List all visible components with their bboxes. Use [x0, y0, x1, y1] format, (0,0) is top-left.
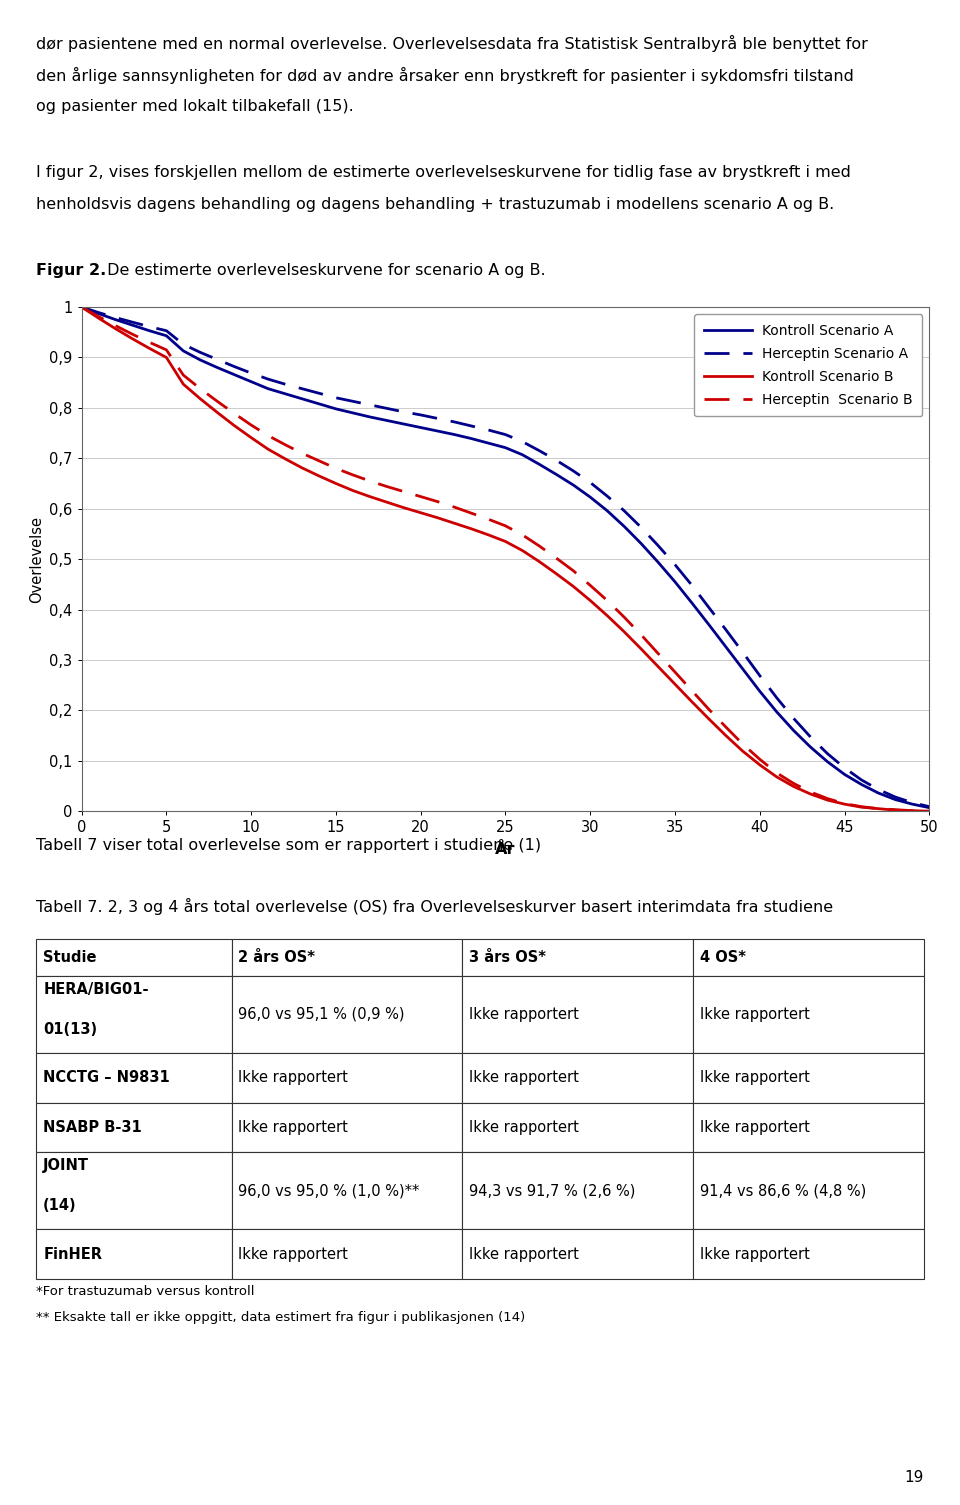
Text: 2 års OS*: 2 års OS* — [238, 950, 315, 965]
Text: I figur 2, vises forskjellen mellom de estimerte overlevelseskurvene for tidlig : I figur 2, vises forskjellen mellom de e… — [36, 164, 852, 179]
Bar — [36, 939, 231, 975]
Text: Tabell 7. 2, 3 og 4 års total overlevelse (OS) fra Overlevelseskurver basert int: Tabell 7. 2, 3 og 4 års total overlevels… — [36, 897, 833, 915]
Bar — [36, 975, 231, 1054]
Bar — [463, 1153, 693, 1230]
Text: Ikke rapportert: Ikke rapportert — [700, 1120, 809, 1135]
Text: 4 OS*: 4 OS* — [700, 950, 746, 965]
Bar — [693, 1230, 924, 1279]
Bar — [693, 1103, 924, 1153]
Text: og pasienter med lokalt tilbakefall (15).: og pasienter med lokalt tilbakefall (15)… — [36, 99, 354, 114]
Text: (14): (14) — [43, 1198, 77, 1213]
Legend: Kontroll Scenario A, Herceptin Scenario A, Kontroll Scenario B, Herceptin  Scena: Kontroll Scenario A, Herceptin Scenario … — [694, 315, 923, 417]
Text: Ikke rapportert: Ikke rapportert — [700, 1007, 809, 1022]
Bar — [693, 939, 924, 975]
Text: NCCTG – N9831: NCCTG – N9831 — [43, 1070, 170, 1085]
Text: NSABP B-31: NSABP B-31 — [43, 1120, 142, 1135]
Bar — [463, 1103, 693, 1153]
Text: 91,4 vs 86,6 % (4,8 %): 91,4 vs 86,6 % (4,8 %) — [700, 1183, 866, 1198]
Text: Ikke rapportert: Ikke rapportert — [238, 1120, 348, 1135]
Bar — [36, 1054, 231, 1103]
Text: 19: 19 — [904, 1470, 924, 1485]
Text: Ikke rapportert: Ikke rapportert — [469, 1070, 579, 1085]
Text: Tabell 7 viser total overlevelse som er rapportert i studiene (1): Tabell 7 viser total overlevelse som er … — [36, 838, 541, 853]
X-axis label: År: År — [495, 843, 516, 858]
Bar — [463, 975, 693, 1054]
Text: *For trastuzumab versus kontroll: *For trastuzumab versus kontroll — [36, 1285, 255, 1297]
Text: JOINT: JOINT — [43, 1159, 89, 1174]
Text: dør pasientene med en normal overlevelse. Overlevelsesdata fra Statistisk Sentra: dør pasientene med en normal overlevelse… — [36, 35, 869, 51]
Text: Ikke rapportert: Ikke rapportert — [238, 1070, 348, 1085]
Bar — [693, 1054, 924, 1103]
Text: Ikke rapportert: Ikke rapportert — [700, 1070, 809, 1085]
Text: Ikke rapportert: Ikke rapportert — [469, 1246, 579, 1261]
Bar — [463, 939, 693, 975]
Bar — [463, 1054, 693, 1103]
Text: Studie: Studie — [43, 950, 97, 965]
Text: Ikke rapportert: Ikke rapportert — [469, 1120, 579, 1135]
Text: 96,0 vs 95,1 % (0,9 %): 96,0 vs 95,1 % (0,9 %) — [238, 1007, 405, 1022]
Bar — [693, 975, 924, 1054]
Bar — [231, 1230, 463, 1279]
Bar — [36, 1230, 231, 1279]
Bar — [693, 1153, 924, 1230]
Text: FinHER: FinHER — [43, 1246, 102, 1261]
Text: 96,0 vs 95,0 % (1,0 %)**: 96,0 vs 95,0 % (1,0 %)** — [238, 1183, 420, 1198]
Text: Figur 2.: Figur 2. — [36, 262, 107, 277]
Text: 3 års OS*: 3 års OS* — [469, 950, 546, 965]
Text: Ikke rapportert: Ikke rapportert — [238, 1246, 348, 1261]
Text: 01(13): 01(13) — [43, 1022, 97, 1037]
Text: HERA/BIG01-: HERA/BIG01- — [43, 981, 149, 996]
Bar — [231, 1054, 463, 1103]
Y-axis label: Overlevelse: Overlevelse — [29, 516, 43, 602]
Text: den årlige sannsynligheten for død av andre årsaker enn brystkreft for pasienter: den årlige sannsynligheten for død av an… — [36, 66, 854, 84]
Bar — [36, 1153, 231, 1230]
Text: Ikke rapportert: Ikke rapportert — [700, 1246, 809, 1261]
Bar — [463, 1230, 693, 1279]
Text: 94,3 vs 91,7 % (2,6 %): 94,3 vs 91,7 % (2,6 %) — [469, 1183, 636, 1198]
Text: Ikke rapportert: Ikke rapportert — [469, 1007, 579, 1022]
Text: ** Eksakte tall er ikke oppgitt, data estimert fra figur i publikasjonen (14): ** Eksakte tall er ikke oppgitt, data es… — [36, 1311, 526, 1323]
Bar — [231, 975, 463, 1054]
Bar — [231, 1153, 463, 1230]
Text: henholdsvis dagens behandling og dagens behandling + trastuzumab i modellens sce: henholdsvis dagens behandling og dagens … — [36, 197, 835, 212]
Bar — [36, 1103, 231, 1153]
Bar — [231, 939, 463, 975]
Bar — [231, 1103, 463, 1153]
Text: De estimerte overlevelseskurvene for scenario A og B.: De estimerte overlevelseskurvene for sce… — [102, 262, 545, 277]
